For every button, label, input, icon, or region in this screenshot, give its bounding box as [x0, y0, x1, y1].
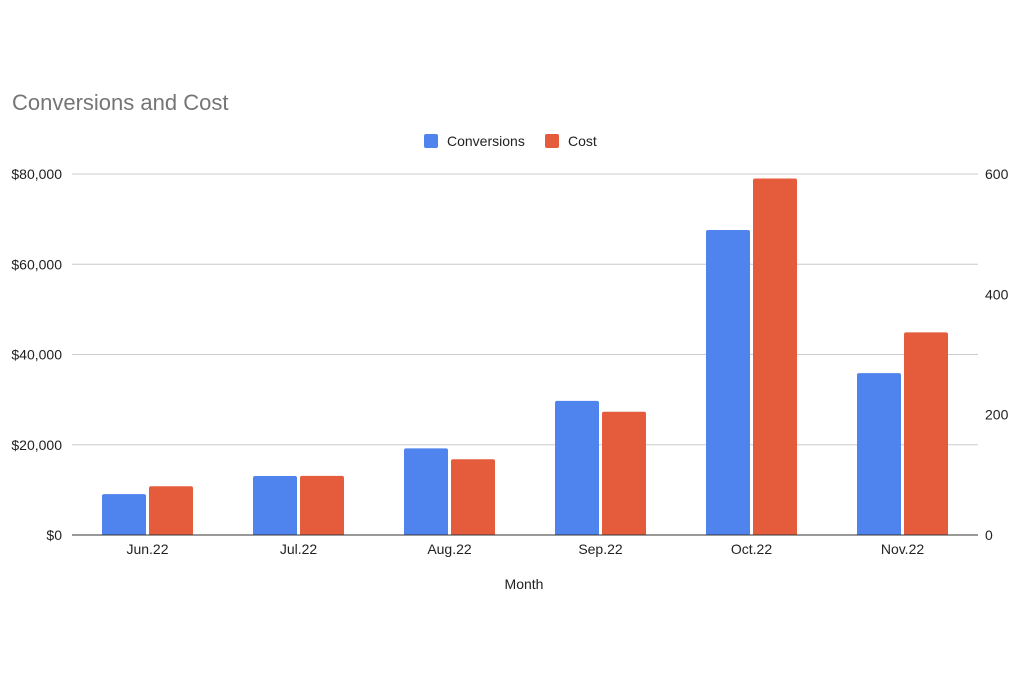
bar-cost-nov-22	[904, 332, 948, 535]
left-axis-tick-label: $20,000	[11, 437, 62, 453]
right-axis-tick-label: 400	[985, 286, 1009, 302]
x-axis-tick-label: Oct.22	[731, 541, 772, 557]
right-axis-tick-label: 200	[985, 407, 1009, 423]
bar-conversions-nov-22	[857, 373, 901, 535]
bar-conversions-oct-22	[706, 229, 750, 535]
left-axis-tick-label: $60,000	[11, 256, 62, 272]
gridlines	[72, 173, 978, 446]
chart-title: Conversions and Cost	[12, 90, 228, 115]
left-axis-tick-label: $0	[46, 527, 62, 543]
bar-conversions-sep-22	[555, 400, 599, 535]
bar-cost-jun-22	[149, 486, 193, 535]
x-axis-tick-label: Jul.22	[280, 541, 318, 557]
right-axis: 0 200 400 600	[985, 166, 1009, 543]
legend-label-cost: Cost	[568, 133, 597, 149]
x-axis-tick-label: Jun.22	[126, 541, 168, 557]
bar-conversions-aug-22	[404, 448, 448, 535]
x-axis-tick-label: Aug.22	[427, 541, 472, 557]
x-axis-tick-label: Nov.22	[881, 541, 925, 557]
bar-cost-oct-22	[753, 178, 797, 535]
x-axis-title: Month	[505, 576, 544, 592]
left-axis: $0 $20,000 $40,000 $60,000 $80,000	[11, 166, 62, 543]
bar-conversions-jun-22	[102, 494, 146, 535]
legend-swatch-cost	[545, 134, 559, 148]
x-axis: Jun.22 Jul.22 Aug.22 Sep.22 Oct.22 Nov.22	[126, 541, 924, 557]
left-axis-tick-label: $80,000	[11, 166, 62, 182]
bar-cost-aug-22	[451, 459, 495, 535]
bar-conversions-jul-22	[253, 476, 297, 535]
right-axis-tick-label: 600	[985, 166, 1009, 182]
left-axis-tick-label: $40,000	[11, 347, 62, 363]
bar-cost-jul-22	[300, 475, 344, 535]
bar-cost-sep-22	[602, 411, 646, 535]
legend-label-conversions: Conversions	[447, 133, 525, 149]
right-axis-tick-label: 0	[985, 527, 993, 543]
legend: Conversions Cost	[424, 133, 597, 149]
bars	[102, 178, 948, 535]
legend-swatch-conversions	[424, 134, 438, 148]
x-axis-tick-label: Sep.22	[578, 541, 623, 557]
